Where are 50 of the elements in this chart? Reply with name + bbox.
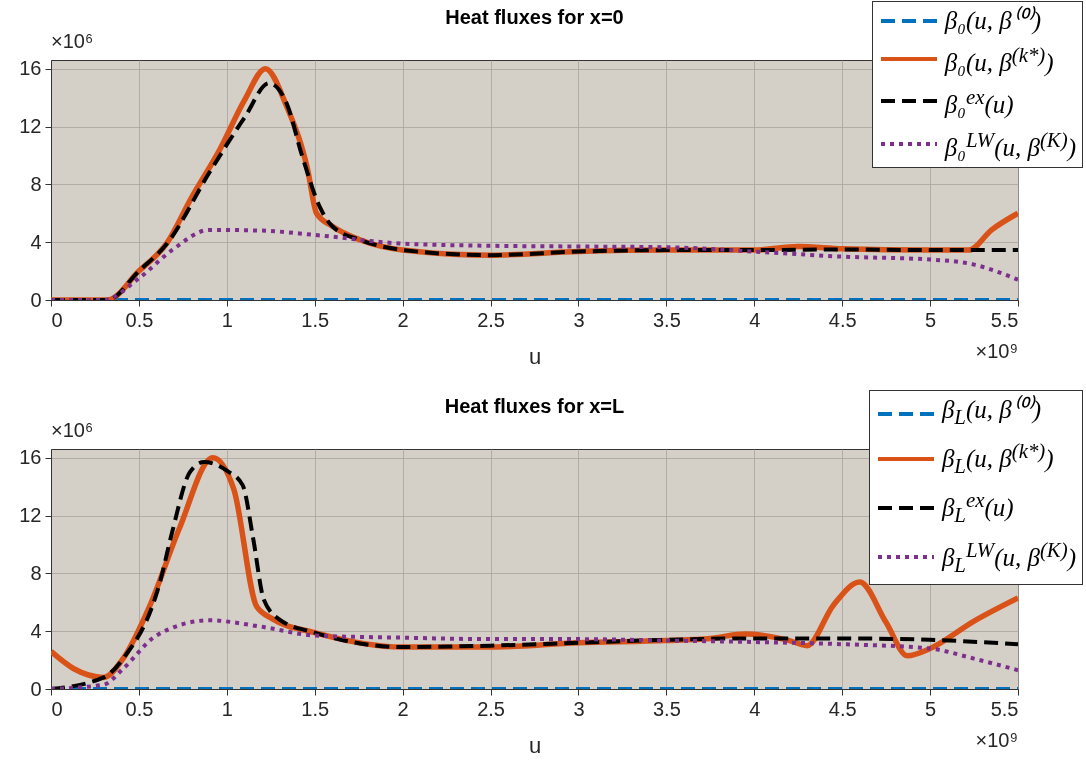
x-tick-label: 0 [51, 697, 63, 720]
legend-label: β$_{L}$$^{ex}$(u) [941, 487, 1014, 530]
x-tick-label: 1.5 [301, 308, 330, 331]
legend-label: β₀(u, β$^{(k*)}$) [944, 42, 1054, 79]
x-tick-label: 5 [925, 697, 937, 720]
legend-label: β$_{L}$(u, β⁽⁰⁾) [941, 394, 1042, 431]
text: ×10⁶ [51, 419, 94, 441]
y-tick-label: 12 [19, 504, 42, 527]
x-tick-label: 1.5 [301, 697, 330, 720]
y-tick-label: 12 [19, 115, 42, 138]
legend-label: β₀$^{ex}$(u) [944, 84, 1014, 121]
x-tick-label: 5 [925, 308, 937, 331]
x-tick-label: 2.5 [477, 308, 505, 331]
x-tick-label: 4 [749, 308, 761, 331]
x-tick-label: 5.5 [990, 308, 1019, 331]
y-tick-label: 16 [19, 57, 42, 80]
x-tick-label: 4.5 [828, 697, 857, 720]
x-tick-label: 2 [397, 308, 409, 331]
x-tick-label: 5.5 [990, 697, 1019, 720]
y-tick-label: 8 [30, 172, 42, 195]
y-tick-label: 4 [30, 230, 42, 253]
text: ×10⁹ [975, 340, 1018, 362]
y-tick-label: 8 [30, 561, 42, 584]
legend-label: β$_{L}$$^{LW}$(u, β$^{(K)}$) [941, 536, 1076, 579]
text: ×10⁶ [51, 30, 94, 52]
legend-label: β₀$^{LW}$(u, β$^{(K)}$) [944, 126, 1076, 164]
x-axis-title: u [528, 343, 542, 369]
y-tick-label: 0 [30, 677, 42, 700]
x-tick-label: 2 [397, 697, 409, 720]
x-tick-label: 0 [51, 308, 63, 331]
chart-title: Heat fluxes for x=L [444, 395, 625, 417]
y-tick-label: 16 [19, 446, 42, 469]
chart-title: Heat fluxes for x=0 [445, 6, 624, 28]
x-tick-label: 3.5 [652, 308, 681, 331]
x-tick-label: 3.5 [652, 697, 681, 720]
x-tick-label: 3 [573, 308, 585, 331]
x-tick-label: 0.5 [125, 697, 154, 720]
x-tick-label: 0.5 [125, 308, 154, 331]
x-tick-label: 1 [221, 697, 233, 720]
x-axis-title: u [528, 732, 542, 758]
text: ×10⁹ [975, 729, 1018, 751]
y-tick-label: 0 [30, 288, 42, 311]
x-tick-label: 3 [573, 697, 585, 720]
y-tick-label: 4 [30, 619, 42, 642]
legend-label: β₀(u, β⁽⁰⁾) [944, 5, 1042, 37]
x-tick-label: 2.5 [477, 697, 505, 720]
x-tick-label: 4.5 [828, 308, 857, 331]
legend-label: β$_{L}$(u, β$^{(k*)}$) [941, 438, 1054, 481]
x-tick-label: 4 [749, 697, 761, 720]
x-tick-label: 1 [221, 308, 233, 331]
